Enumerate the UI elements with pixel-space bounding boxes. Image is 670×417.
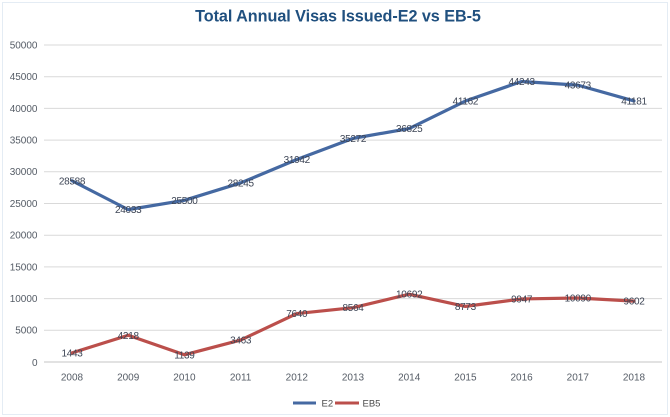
svg-text:20000: 20000 xyxy=(10,231,38,242)
svg-text:36825: 36825 xyxy=(396,124,423,135)
svg-text:30000: 30000 xyxy=(10,167,38,178)
svg-text:28588: 28588 xyxy=(59,176,86,187)
svg-text:2011: 2011 xyxy=(230,372,252,383)
svg-text:2017: 2017 xyxy=(567,372,590,383)
svg-text:E2: E2 xyxy=(322,398,334,409)
svg-text:10000: 10000 xyxy=(10,294,38,305)
svg-text:0: 0 xyxy=(32,358,38,369)
svg-text:15000: 15000 xyxy=(10,262,38,273)
svg-text:44243: 44243 xyxy=(508,77,535,88)
svg-text:35000: 35000 xyxy=(10,136,38,147)
svg-text:2010: 2010 xyxy=(173,372,196,383)
svg-text:40000: 40000 xyxy=(10,104,38,115)
svg-text:EB5: EB5 xyxy=(363,398,381,409)
svg-text:2015: 2015 xyxy=(454,372,477,383)
svg-text:5000: 5000 xyxy=(15,326,38,337)
svg-text:43673: 43673 xyxy=(565,81,592,92)
svg-text:4218: 4218 xyxy=(118,331,140,342)
svg-text:7640: 7640 xyxy=(286,309,308,320)
svg-text:2018: 2018 xyxy=(623,372,646,383)
svg-text:2013: 2013 xyxy=(342,372,365,383)
svg-text:24033: 24033 xyxy=(115,205,142,216)
svg-text:10090: 10090 xyxy=(565,294,592,305)
svg-text:8564: 8564 xyxy=(342,303,364,314)
svg-text:25500: 25500 xyxy=(171,196,198,207)
svg-text:2008: 2008 xyxy=(61,372,84,383)
svg-text:3463: 3463 xyxy=(230,336,252,347)
svg-text:28245: 28245 xyxy=(227,178,254,189)
svg-text:45000: 45000 xyxy=(10,72,38,83)
svg-text:2012: 2012 xyxy=(286,372,309,383)
svg-text:25000: 25000 xyxy=(10,199,38,210)
svg-text:2009: 2009 xyxy=(117,372,140,383)
svg-text:35272: 35272 xyxy=(340,134,367,145)
svg-text:2014: 2014 xyxy=(398,372,421,383)
svg-text:41181: 41181 xyxy=(621,96,647,107)
svg-text:31942: 31942 xyxy=(284,155,311,166)
svg-text:Total Annual Visas Issued-E2 v: Total Annual Visas Issued-E2 vs EB-5 xyxy=(195,8,481,26)
svg-text:9602: 9602 xyxy=(623,297,645,308)
svg-text:41162: 41162 xyxy=(453,97,479,108)
svg-text:1443: 1443 xyxy=(61,348,83,359)
svg-text:50000: 50000 xyxy=(10,40,38,51)
svg-text:1139: 1139 xyxy=(174,350,195,361)
svg-text:9947: 9947 xyxy=(511,294,533,305)
svg-text:10692: 10692 xyxy=(396,290,423,301)
svg-text:8773: 8773 xyxy=(455,302,477,313)
svg-text:2016: 2016 xyxy=(510,372,533,383)
